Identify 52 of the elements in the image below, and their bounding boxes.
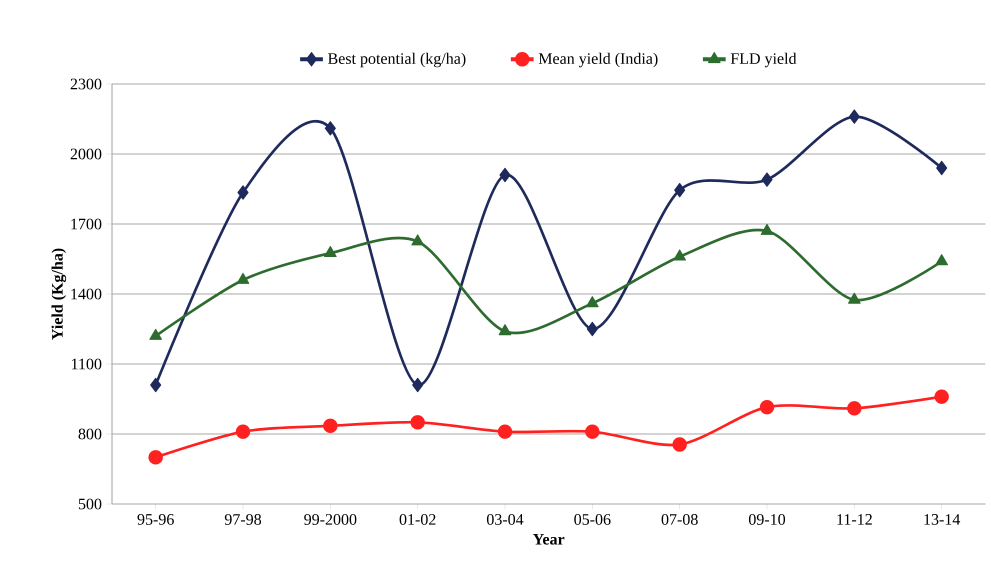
x-tick-label: 13-14 [924, 514, 960, 525]
legend-label: Best potential (kg/ha) [328, 52, 466, 68]
point [324, 246, 337, 258]
y-tick-label: 500 [78, 498, 102, 510]
x-tick-label: 07-08 [662, 514, 698, 525]
y-axis-title: Yield (Kg/ha) [52, 248, 66, 340]
y-tick-label: 2000 [70, 148, 102, 160]
point [674, 182, 686, 198]
point [847, 401, 862, 416]
point [848, 292, 861, 304]
x-axis-title: Year [532, 534, 564, 545]
x-tick-label: 95-96 [138, 514, 174, 525]
point [236, 424, 250, 439]
point [586, 296, 599, 308]
x-tick-label: 11-12 [837, 514, 872, 525]
point [412, 378, 424, 392]
legend-label: FLD yield [730, 52, 796, 68]
x-tick-label: 03-04 [486, 514, 524, 525]
point [761, 172, 773, 187]
x-tick-label: 09-10 [748, 514, 786, 525]
point [760, 400, 774, 414]
point [410, 415, 425, 430]
point [936, 160, 948, 176]
point [498, 324, 512, 336]
point [499, 168, 511, 182]
point [935, 254, 948, 266]
point [148, 450, 163, 465]
point [586, 322, 598, 336]
point [672, 437, 687, 452]
point [236, 272, 250, 284]
y-tick-label: 1700 [71, 218, 102, 230]
point [324, 121, 336, 136]
legend-label: Mean yield (India) [538, 52, 658, 68]
point [585, 424, 600, 439]
x-tick-label: 01-02 [400, 514, 436, 525]
x-tick-label: 97-98 [224, 514, 262, 525]
point [149, 328, 162, 340]
point [323, 418, 338, 434]
x-tick-label: 99-2000 [304, 514, 356, 525]
point [934, 389, 949, 404]
point [150, 378, 162, 392]
point [848, 109, 860, 124]
y-tick-label: 1400 [71, 288, 102, 300]
y-tick-label: 1100 [72, 358, 102, 370]
point [673, 249, 686, 261]
point [411, 234, 424, 246]
point [237, 185, 249, 200]
point [498, 424, 512, 439]
point [760, 224, 774, 235]
y-tick-label: 2300 [70, 78, 102, 90]
y-tick-label: 800 [78, 428, 102, 440]
x-tick-label: 05-06 [574, 514, 611, 525]
